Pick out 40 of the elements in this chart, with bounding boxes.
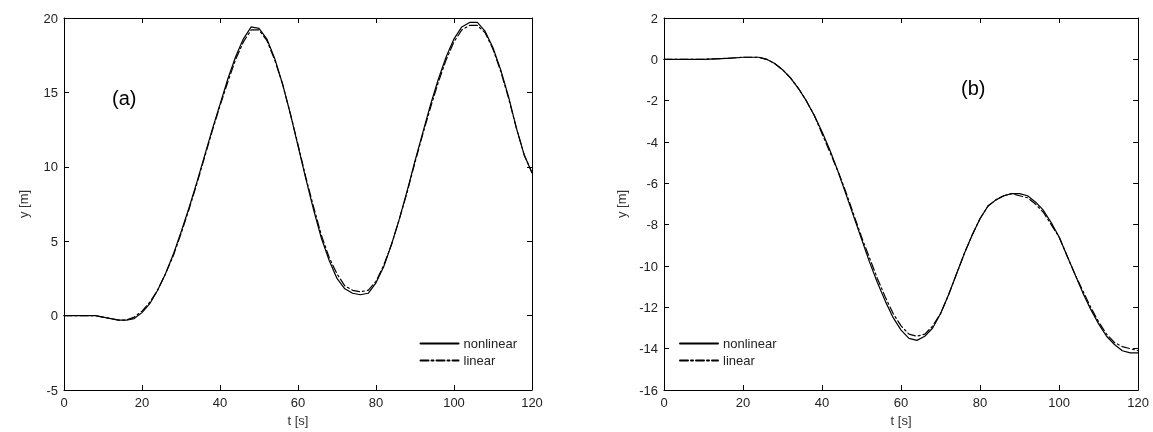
- y-tick-label: 5: [50, 233, 58, 249]
- annotation: (b): [961, 77, 986, 99]
- x-tick-label: 0: [60, 395, 68, 410]
- x-tick-label: 60: [290, 395, 306, 410]
- y-tick-label: 15: [43, 84, 58, 100]
- x-tick-label: 120: [521, 395, 543, 410]
- y-tick-label: 2: [650, 10, 658, 26]
- x-tick-label: 80: [368, 395, 384, 410]
- y-axis-title: y [m]: [614, 189, 630, 219]
- y-tick-label: -2: [646, 93, 658, 109]
- y-tick-label: 0: [650, 51, 658, 67]
- y-tick-label: -16: [639, 382, 658, 398]
- x-tick-label: 120: [1127, 395, 1150, 410]
- legend-label: linear: [463, 353, 496, 368]
- y-axis-title: y [m]: [16, 189, 31, 219]
- x-tick-label: 40: [814, 395, 830, 410]
- x-tick-label: 80: [972, 395, 988, 410]
- x-tick-label: 100: [1048, 395, 1070, 410]
- x-axis-title: t [s]: [890, 412, 912, 428]
- y-tick-label: -4: [646, 134, 658, 150]
- legend-label: linear: [723, 353, 756, 368]
- legend-label: nonlinear: [723, 336, 778, 351]
- x-tick-label: 60: [893, 395, 909, 410]
- y-tick-label: -8: [646, 217, 658, 233]
- y-tick-label: 10: [43, 159, 58, 175]
- y-tick-label: -10: [639, 258, 658, 274]
- y-tick-label: -12: [639, 299, 658, 315]
- y-tick-label: -5: [46, 382, 58, 398]
- y-tick-label: -14: [639, 341, 658, 357]
- legend-label: nonlinear: [463, 336, 518, 351]
- x-tick-label: 100: [443, 395, 465, 410]
- x-tick-label: 0: [660, 395, 668, 410]
- annotation: (a): [112, 87, 137, 109]
- y-tick-label: 20: [43, 10, 58, 26]
- x-tick-label: 20: [735, 395, 751, 410]
- x-axis-title: t [s]: [287, 412, 309, 428]
- x-tick-label: 40: [212, 395, 228, 410]
- y-tick-label: -6: [646, 175, 658, 191]
- x-tick-label: 20: [134, 395, 150, 410]
- y-tick-label: 0: [50, 308, 58, 324]
